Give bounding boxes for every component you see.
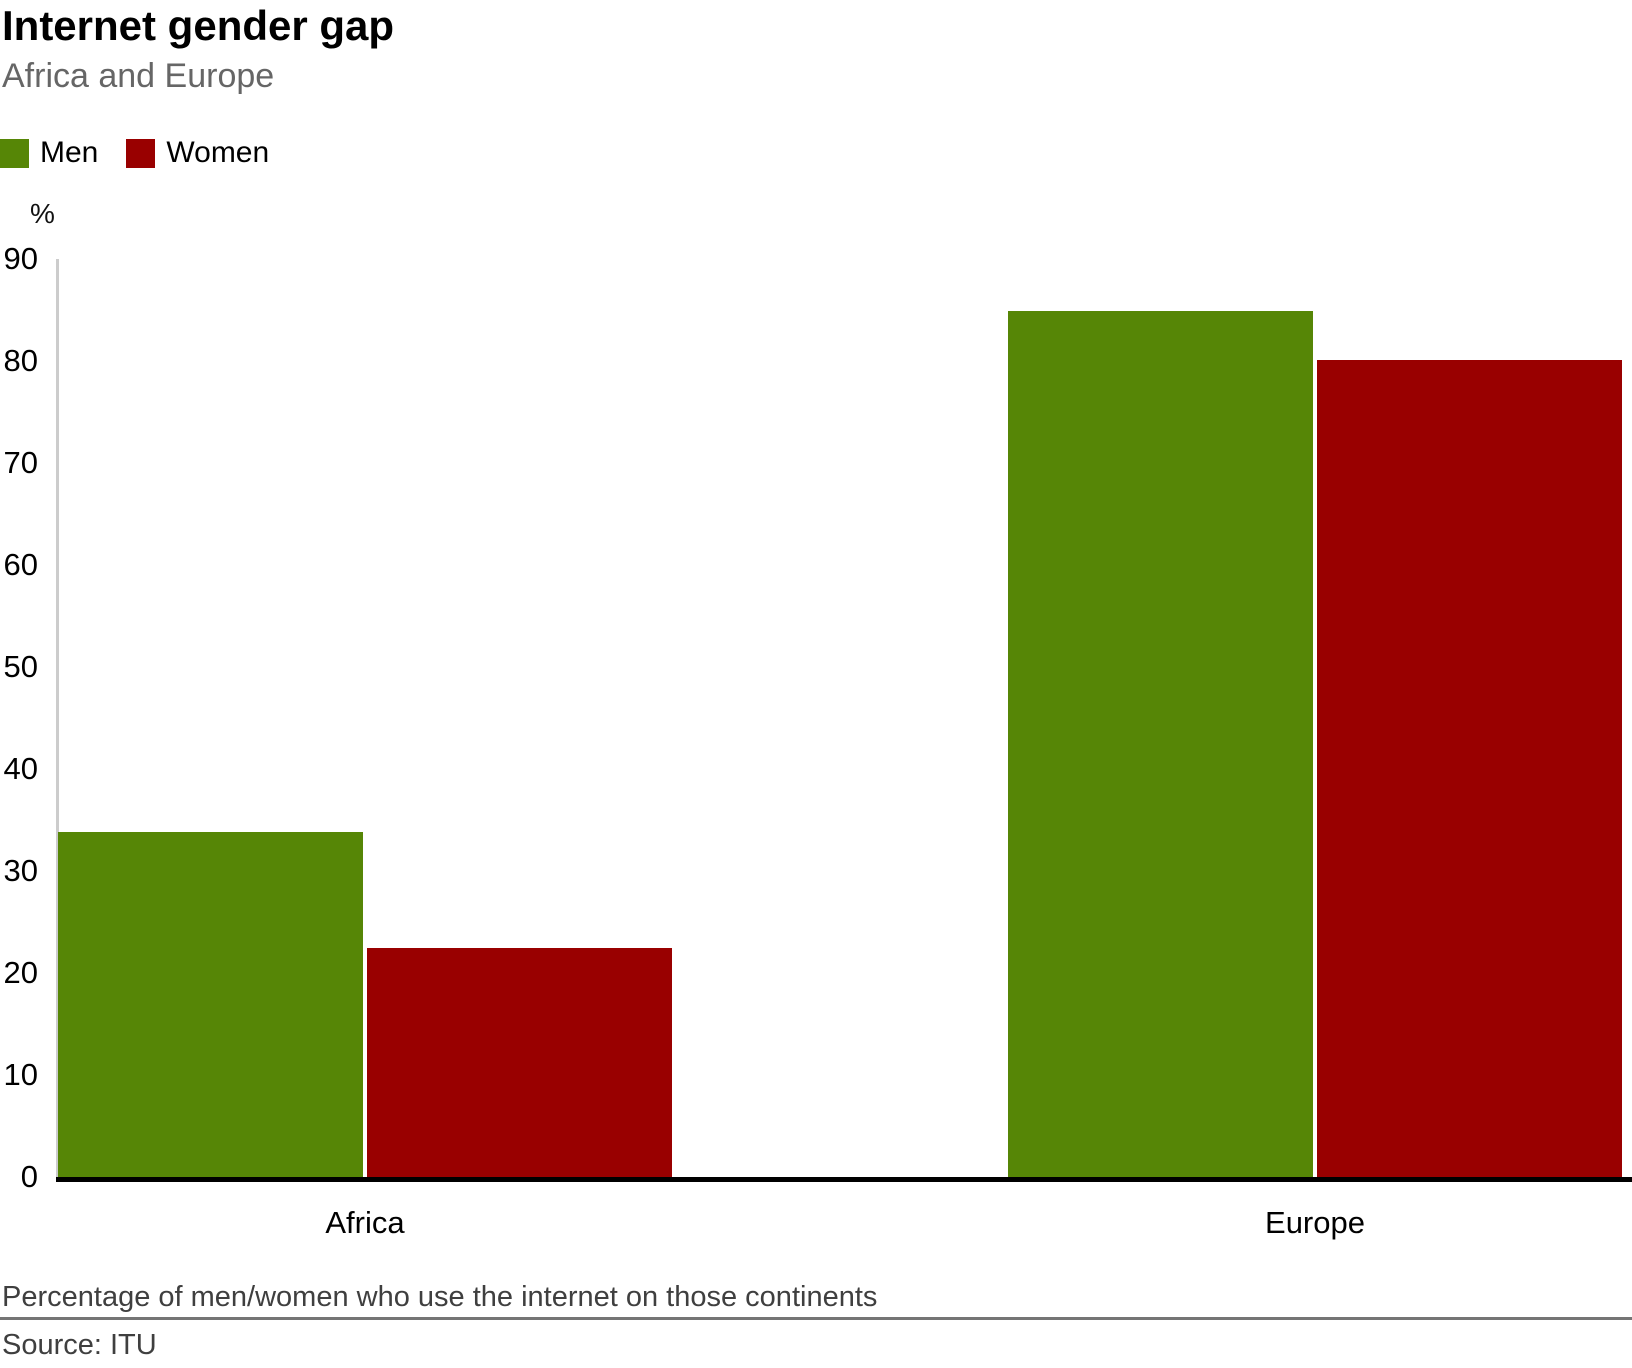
y-tick-label-60: 60 [3, 547, 38, 582]
y-tick-label-10: 10 [3, 1057, 38, 1092]
y-axis-unit-label: % [30, 198, 55, 229]
y-tick-label-0: 0 [20, 1159, 38, 1194]
women-color-swatch [126, 138, 156, 168]
source-credit: Source: ITU [2, 1329, 157, 1361]
x-axis-baseline [56, 1177, 1632, 1182]
y-tick-label-40: 40 [3, 751, 38, 786]
legend: Men Women [0, 136, 297, 170]
chart-footnote: Percentage of men/women who use the inte… [2, 1281, 878, 1313]
legend-item-men: Men [0, 136, 98, 170]
legend-item-women: Women [126, 136, 269, 170]
chart-title: Internet gender gap [2, 2, 395, 49]
y-tick-label-70: 70 [3, 445, 38, 480]
footer-divider [0, 1317, 1632, 1320]
bar-africa-men [58, 832, 363, 1177]
category-label-europe: Europe [1265, 1205, 1365, 1240]
bar-europe-men [1008, 311, 1313, 1177]
legend-label-men: Men [40, 136, 99, 169]
y-axis-line [56, 259, 59, 1177]
legend-label-women: Women [166, 136, 270, 169]
y-tick-label-80: 80 [3, 343, 38, 378]
bar-africa-women [367, 947, 672, 1177]
y-tick-label-20: 20 [3, 955, 38, 990]
y-tick-label-90: 90 [3, 241, 38, 276]
bar-europe-women [1317, 359, 1622, 1177]
y-tick-label-30: 30 [3, 853, 38, 888]
chart-subtitle: Africa and Europe [2, 57, 275, 95]
men-color-swatch [0, 138, 29, 168]
y-tick-label-50: 50 [3, 649, 38, 684]
category-label-africa: Africa [325, 1205, 405, 1240]
